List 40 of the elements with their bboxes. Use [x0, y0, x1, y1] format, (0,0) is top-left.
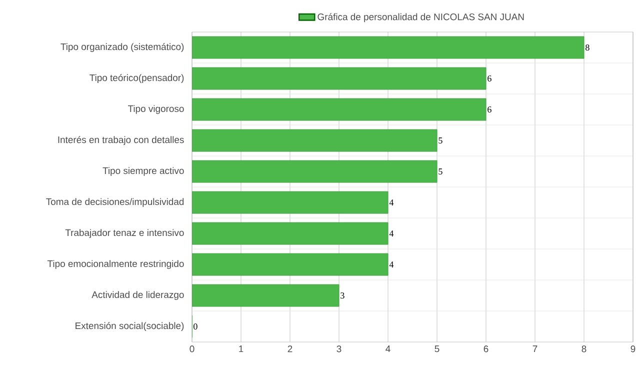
y-tick-label: Tipo organizado (sistemático) [60, 43, 184, 52]
x-tick-label: 1 [239, 346, 244, 352]
x-tick-label: 7 [532, 346, 538, 352]
bar [192, 98, 486, 121]
bar [192, 36, 584, 59]
y-tick-label: Tipo vigoroso [128, 105, 184, 114]
data-label: 0 [194, 323, 198, 330]
bar [192, 129, 438, 152]
data-label: 4 [389, 262, 394, 268]
y-tick-label: Interés en trabajo con detalles [58, 136, 184, 145]
data-label: 8 [586, 44, 590, 51]
bar [192, 284, 340, 307]
bar [192, 191, 388, 214]
x-tick-label: 5 [434, 346, 440, 352]
y-tick-label: Trabajador tenaz e intensivo [65, 229, 184, 238]
x-tick-label: 6 [484, 346, 488, 352]
data-label: 4 [389, 200, 394, 206]
data-label: 6 [488, 75, 492, 82]
data-label: 5 [438, 138, 442, 144]
y-tick-label: Extensión social(sociable) [76, 322, 184, 331]
bar [192, 67, 486, 90]
y-tick-label: Tipo emocionalmente restringido [47, 260, 184, 269]
bar [192, 160, 438, 183]
y-tick-label: Tipo teórico(pensador) [90, 74, 184, 83]
x-tick-label: 2 [288, 346, 292, 352]
x-tick-label: 4 [386, 346, 390, 352]
data-label: 4 [389, 230, 394, 236]
x-tick-label: 3 [336, 346, 342, 352]
x-tick-label: 9 [630, 346, 636, 352]
x-tick-label: 0 [190, 346, 194, 352]
data-label: 5 [438, 168, 442, 174]
legend-label: Gráfica de personalidad de NICOLAS SAN JUAN [318, 13, 524, 22]
x-tick-label: 8 [582, 346, 586, 352]
y-tick-label: Tipo siempre activo [102, 167, 184, 176]
bar [192, 253, 388, 276]
data-label: 3 [340, 292, 344, 299]
bar [192, 222, 388, 245]
y-tick-label: Actividad de liderazgo [92, 291, 184, 300]
data-label: 6 [488, 106, 492, 113]
y-tick-label: Toma de decisiones/impulsividad [46, 198, 184, 207]
